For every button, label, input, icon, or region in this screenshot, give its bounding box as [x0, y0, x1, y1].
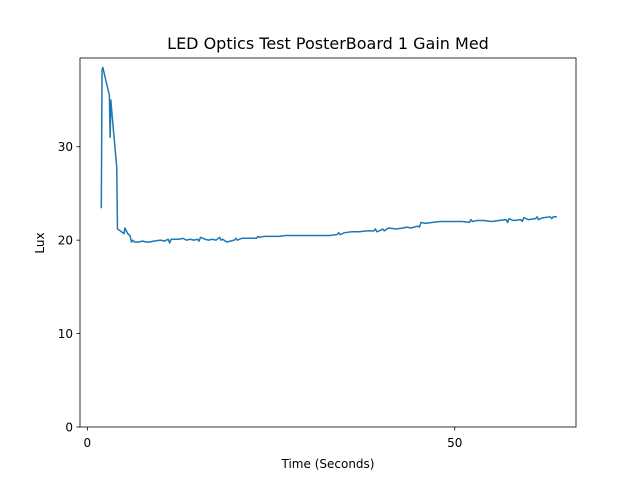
- y-tick-label: 20: [58, 234, 73, 248]
- y-tick-label: 10: [58, 327, 73, 341]
- y-tick-label: 0: [65, 421, 73, 435]
- y-tick-label: 30: [58, 140, 73, 154]
- x-axis-label: Time (Seconds): [281, 457, 375, 471]
- plot-frame: [79, 57, 577, 428]
- x-tick-label: 0: [84, 436, 92, 450]
- x-axis-ticks: 0 50: [84, 427, 462, 450]
- y-axis-ticks: 0 10 20 30: [58, 140, 80, 435]
- chart-title: LED Optics Test PosterBoard 1 Gain Med: [167, 34, 489, 53]
- series-line: [100, 66, 557, 244]
- x-tick-label: 50: [447, 436, 462, 450]
- y-axis-label: Lux: [33, 232, 47, 253]
